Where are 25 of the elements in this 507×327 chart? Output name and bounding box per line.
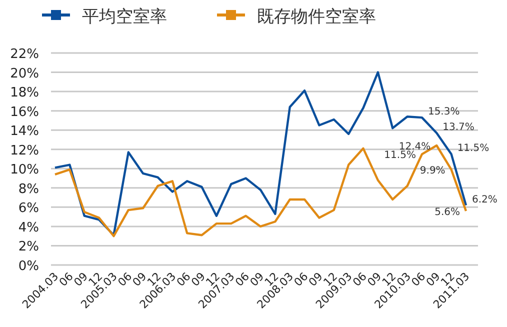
y-tick-label: 14% bbox=[10, 124, 39, 140]
data-label: 15.3% bbox=[428, 106, 460, 118]
data-label: 11.5% bbox=[384, 150, 416, 162]
legend-label: 平均空室率 bbox=[82, 7, 167, 27]
data-label: 13.7% bbox=[442, 122, 474, 133]
y-tick-label: 20% bbox=[10, 66, 39, 82]
y-tick-label: 10% bbox=[10, 162, 39, 178]
x-tick-label: 06 bbox=[56, 270, 76, 290]
x-tick-label: 06 bbox=[232, 270, 252, 290]
x-tick-label: 06 bbox=[350, 270, 370, 290]
y-tick-label: 8% bbox=[18, 182, 39, 197]
y-tick-label: 4% bbox=[18, 220, 39, 236]
y-tick-label: 0% bbox=[18, 259, 39, 274]
data-label: 5.6% bbox=[434, 207, 460, 218]
data-label: 6.2% bbox=[472, 194, 498, 206]
data-label: 11.5% bbox=[457, 143, 490, 154]
legend-label: 既存物件空室率 bbox=[257, 7, 376, 27]
y-tick-label: 12% bbox=[10, 143, 39, 158]
y-tick-label: 18% bbox=[10, 86, 39, 101]
y-tick-label: 22% bbox=[10, 47, 39, 62]
y-tick-label: 2% bbox=[18, 240, 39, 255]
x-tick-label: 06 bbox=[174, 270, 194, 290]
y-tick-label: 6% bbox=[18, 201, 39, 216]
y-tick-label: 16% bbox=[10, 104, 39, 120]
data-label: 9.9% bbox=[420, 166, 446, 177]
